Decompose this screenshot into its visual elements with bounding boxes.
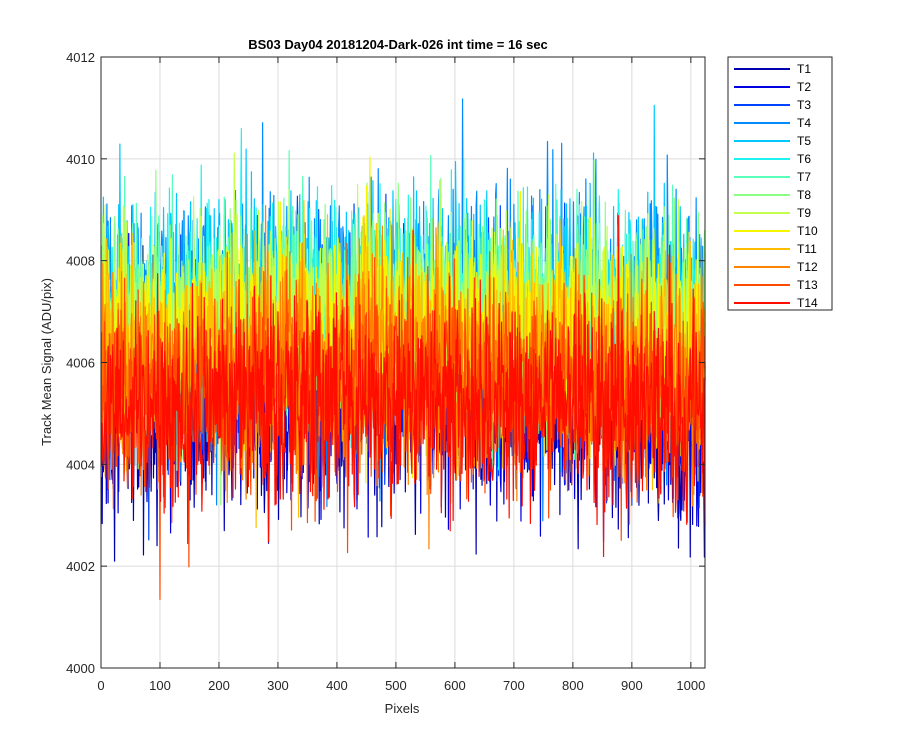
y-tick-label: 4012 — [66, 50, 95, 65]
x-tick-label: 800 — [562, 678, 584, 693]
y-tick-label: 4006 — [66, 356, 95, 371]
legend-entry-t4: T4 — [734, 116, 811, 130]
legend-entry-t10: T10 — [734, 224, 818, 238]
x-tick-label: 500 — [385, 678, 407, 693]
series-line-t14 — [100, 215, 706, 558]
legend-entry-t5: T5 — [734, 134, 811, 148]
legend-label: T1 — [797, 62, 811, 76]
legend-label: T13 — [797, 278, 818, 292]
legend-entry-t11: T11 — [734, 242, 817, 256]
y-tick-label: 4004 — [66, 457, 95, 472]
y-tick-label: 4010 — [66, 152, 95, 167]
legend-label: T12 — [797, 260, 818, 274]
legend: T1 T2 T3 T4 T5 T6 T7 T8 T9 T10 T11 T12 T13 T14 — [727, 56, 833, 311]
y-tick-label: 4008 — [66, 254, 95, 269]
chart-title: BS03 Day04 20181204-Dark-026 int time = … — [248, 37, 548, 52]
series-layer — [100, 98, 706, 601]
legend-entries: T1 T2 T3 T4 T5 T6 T7 T8 T9 T10 T11 T12 T13 T14 — [734, 62, 818, 310]
legend-entry-t12: T12 — [734, 260, 818, 274]
legend-label: T4 — [797, 116, 811, 130]
legend-entry-t14: T14 — [734, 296, 818, 310]
legend-entry-t7: T7 — [734, 170, 811, 184]
x-axis-label: Pixels — [385, 701, 420, 716]
legend-label: T2 — [797, 80, 811, 94]
ticks-layer: 0 100 200 300 400 500 600 700 800 900 1000 4000 4002… — [66, 50, 705, 693]
x-tick-label: 300 — [267, 678, 289, 693]
legend-entry-t3: T3 — [734, 98, 811, 112]
x-tick-label: 1000 — [676, 678, 705, 693]
legend-entry-t9: T9 — [734, 206, 811, 220]
legend-label: T9 — [797, 206, 811, 220]
legend-label: T10 — [797, 224, 818, 238]
legend-label: T14 — [797, 296, 818, 310]
legend-entry-t2: T2 — [734, 80, 811, 94]
legend-label: T8 — [797, 188, 811, 202]
legend-label: T6 — [797, 152, 811, 166]
x-tick-label: 200 — [208, 678, 230, 693]
x-tick-label: 900 — [621, 678, 643, 693]
y-tick-label: 4002 — [66, 559, 95, 574]
legend-entry-t13: T13 — [734, 278, 818, 292]
x-tick-label: 600 — [444, 678, 466, 693]
legend-label: T11 — [797, 242, 817, 256]
legend-entry-t6: T6 — [734, 152, 811, 166]
x-tick-label: 400 — [326, 678, 348, 693]
legend-label: T5 — [797, 134, 811, 148]
x-tick-label: 100 — [149, 678, 171, 693]
y-axis-label: Track Mean Signal (ADU/pix) — [39, 278, 54, 446]
x-tick-label: 0 — [97, 678, 104, 693]
y-tick-label: 4000 — [66, 661, 95, 676]
legend-entry-t8: T8 — [734, 188, 811, 202]
legend-label: T7 — [797, 170, 811, 184]
legend-label: T3 — [797, 98, 811, 112]
x-tick-label: 700 — [503, 678, 525, 693]
legend-entry-t1: T1 — [734, 62, 811, 76]
